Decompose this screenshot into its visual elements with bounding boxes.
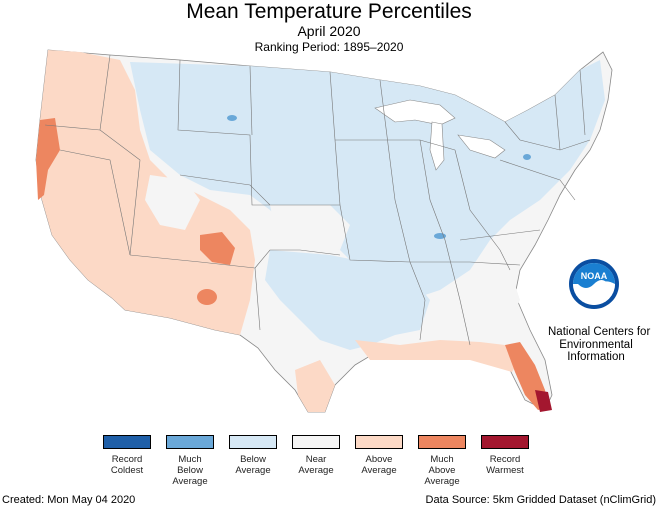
legend-swatch: [166, 435, 214, 449]
map-subtitle: April 2020: [297, 23, 361, 39]
legend-label: Much: [430, 454, 454, 465]
ncei-line: Environmental: [559, 338, 633, 351]
legend-label: Coldest: [110, 465, 144, 476]
lake-michigan: [429, 121, 445, 171]
legend-item-much-below-average: Much Below Average: [159, 435, 221, 487]
legend-swatch: [481, 435, 529, 449]
ncei-label: National Centers for Environmental Infor…: [548, 326, 651, 364]
legend-label: Average: [235, 465, 271, 476]
legend-item-near-average: Near Average: [285, 435, 347, 476]
much-above-average-arizona-spot: [197, 289, 217, 305]
legend-swatch: [355, 435, 403, 449]
legend-label: Record: [111, 454, 143, 465]
much-below-average-spot-montana: [227, 115, 237, 121]
great-lakes: [374, 99, 456, 126]
legend-label: Average: [172, 476, 208, 487]
legend-swatch: [103, 435, 151, 449]
legend-item-below-average: Below Average: [222, 435, 284, 476]
legend-swatch: [292, 435, 340, 449]
legend-label: Below: [240, 454, 266, 465]
ncei-line: Information: [567, 351, 625, 363]
above-average-region-gulf: [355, 340, 520, 372]
legend-swatch: [229, 435, 277, 449]
map-title: Mean Temperature Percentiles: [186, 0, 472, 23]
ranking-period: Ranking Period: 1895–2020: [254, 40, 404, 54]
legend-swatch: [418, 435, 466, 449]
noaa-logo-text: NOAA: [581, 271, 608, 281]
below-average-region-south: [265, 250, 430, 350]
near-average-patch-basin: [145, 175, 200, 230]
legend-label: Below: [177, 465, 203, 476]
ncei-line: National Centers for: [548, 326, 651, 338]
legend-label: Record: [489, 454, 521, 465]
lake-erie-huron: [457, 134, 506, 159]
legend-item-record-coldest: Record Coldest: [96, 435, 158, 476]
legend-item-record-warmest: Record Warmest: [474, 435, 536, 476]
legend-label: Above: [428, 465, 456, 476]
legend-label: Near: [305, 454, 327, 465]
legend-label: Warmest: [486, 465, 524, 476]
near-average-patch-plains: [270, 205, 350, 250]
below-average-region-north: [130, 60, 605, 300]
noaa-logo-icon: NOAA: [569, 259, 619, 309]
much-above-average-southwest: [200, 232, 235, 265]
much-below-average-spot-pennsylvania: [523, 154, 531, 160]
legend-item-above-average: Above Average: [348, 435, 410, 476]
legend-label: Average: [298, 465, 334, 476]
data-source: Data Source: 5km Gridded Dataset (nClimG…: [425, 494, 656, 506]
record-warmest-south-florida: [535, 390, 552, 412]
near-average-patch-southeast: [465, 270, 520, 335]
much-above-average-pacific-coast: [36, 118, 60, 200]
legend-label: Average: [361, 465, 397, 476]
created-date: Created: Mon May 04 2020: [2, 494, 136, 506]
legend: Record Coldest Much Below Average Below …: [96, 435, 566, 495]
legend-label: Much: [178, 454, 202, 465]
legend-item-much-above-average: Much Above Average: [411, 435, 473, 487]
state-borders: [44, 54, 591, 346]
legend-label: Above: [365, 454, 393, 465]
above-average-region-texas: [295, 360, 335, 412]
legend-label: Average: [424, 476, 460, 487]
above-average-region-west: [36, 50, 255, 335]
